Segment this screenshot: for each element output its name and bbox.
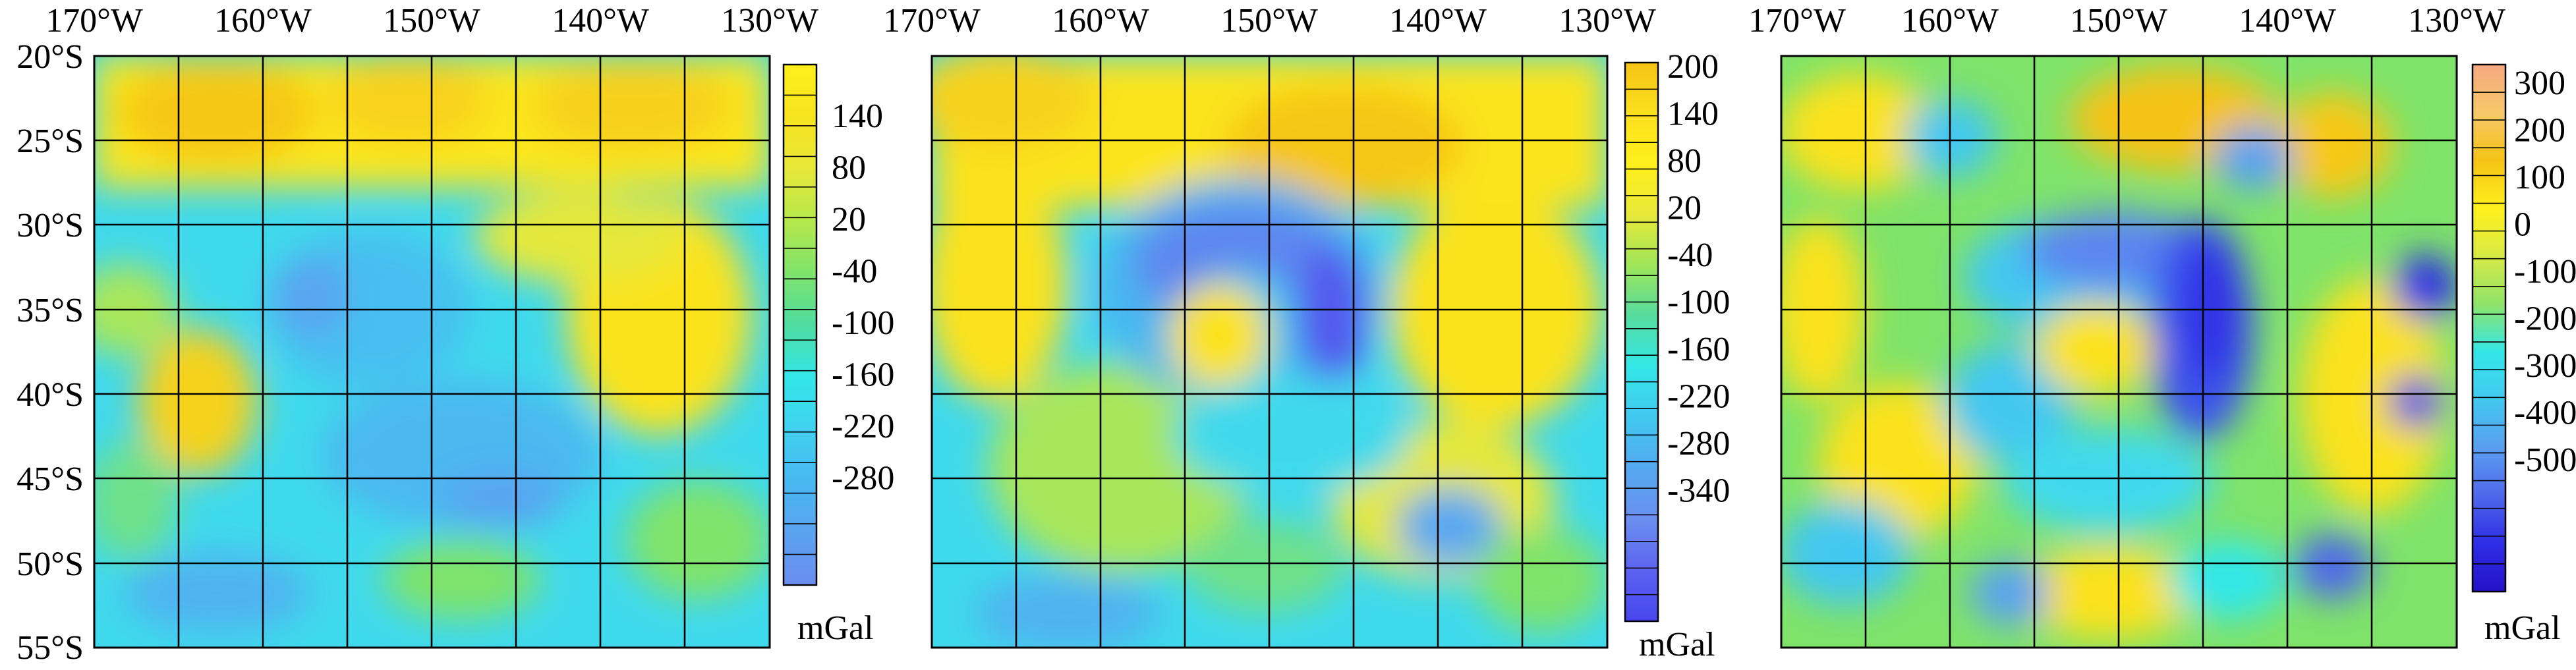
x-axis-labels-1: 170°W 160°W 150°W 140°W 130°W (45, 2, 818, 40)
x-tick-label: 170°W (1748, 2, 1846, 40)
y-tick-label: 35°S (16, 292, 84, 329)
y-tick-label: 25°S (16, 123, 84, 160)
colorbar-tick-label: -100 (2514, 253, 2576, 291)
x-tick-label: 140°W (2239, 2, 2336, 40)
x-tick-label: 140°W (1389, 2, 1487, 40)
x-axis-labels-3: 170°W 160°W 150°W 140°W 130°W (1748, 2, 2505, 40)
anomaly-field-1 (94, 56, 770, 648)
colorbar-tick-label: -200 (2514, 300, 2576, 338)
colorbar-tick-label: 140 (1667, 96, 1719, 133)
colorbar-3: 300 200 100 0 -100 -200 -300 -400 -500 mGal (2471, 63, 2576, 647)
colorbar-tick-label: -340 (1667, 472, 1730, 510)
colorbar-tick-label: 0 (2514, 206, 2531, 244)
x-tick-label: 150°W (1220, 2, 1318, 40)
grid-3 (1780, 55, 2458, 649)
colorbar-tick-label: 200 (2514, 112, 2565, 150)
x-tick-label: 170°W (883, 2, 981, 40)
colorbar-tick-label: -500 (2514, 441, 2576, 479)
y-tick-label: 50°S (16, 545, 84, 583)
colorbar-tick-label: -220 (1667, 378, 1730, 416)
colorbar-tick-label: 80 (832, 150, 866, 187)
colorbar-tick-label: 80 (1667, 142, 1702, 180)
colorbar-tick-label: 200 (1667, 48, 1719, 86)
colorbar-tick-label: -100 (1667, 284, 1730, 321)
y-tick-label: 55°S (16, 629, 84, 667)
colorbar-bar (2471, 63, 2507, 593)
map-panel-1: 170°W 160°W 150°W 140°W 130°W 20°S 25°S … (16, 2, 894, 667)
colorbar-unit-label: mGal (797, 609, 874, 647)
colorbar-unit-label: mGal (1639, 626, 1715, 663)
grid-2 (930, 55, 1609, 649)
colorbar-tick-label: 300 (2514, 65, 2565, 102)
colorbar-tick-label: -280 (1667, 425, 1730, 462)
anomaly-field-3 (1781, 56, 2457, 648)
colorbar-bar (782, 63, 818, 586)
colorbar-tick-label: -160 (832, 356, 894, 394)
colorbar-tick-label: 140 (832, 98, 883, 135)
colorbar-tick-label: -160 (1667, 331, 1730, 368)
colorbar-tick-label: -100 (832, 304, 894, 342)
colorbar-unit-label: mGal (2484, 609, 2561, 647)
map-panel-3: 170°W 160°W 150°W 140°W 130°W 300 200 100 0… (1748, 2, 2576, 649)
x-tick-label: 130°W (2408, 2, 2505, 40)
y-axis-labels-1: 20°S 25°S 30°S 35°S 40°S 45°S 50°S 55°S (16, 38, 84, 667)
colorbar-tick-label: -40 (1667, 237, 1713, 274)
x-tick-label: 130°W (1559, 2, 1656, 40)
y-tick-label: 45°S (16, 461, 84, 498)
y-tick-label: 30°S (16, 207, 84, 244)
colorbar-bar (1624, 61, 1659, 623)
colorbar-tick-label: 100 (2514, 159, 2565, 196)
colorbar-tick-label: -400 (2514, 395, 2576, 432)
colorbar-tick-label: 20 (1667, 190, 1702, 227)
x-tick-label: 170°W (45, 2, 143, 40)
x-tick-label: 130°W (721, 2, 818, 40)
x-tick-label: 160°W (1901, 2, 1999, 40)
colorbar-tick-label: -280 (832, 460, 894, 497)
x-tick-label: 140°W (552, 2, 649, 40)
colorbar-2: 200 140 80 20 -40 -100 -160 -220 -280 -340 mGal (1624, 48, 1730, 663)
x-axis-labels-2: 170°W 160°W 150°W 140°W 130°W (883, 2, 1656, 40)
y-tick-label: 20°S (16, 38, 84, 76)
anomaly-field-2 (932, 56, 1607, 648)
y-tick-label: 40°S (16, 376, 84, 414)
colorbar-tick-label: -40 (832, 253, 877, 291)
colorbar-tick-label: -300 (2514, 347, 2576, 385)
x-tick-label: 160°W (214, 2, 312, 40)
x-tick-label: 150°W (2070, 2, 2167, 40)
colorbar-tick-label: -220 (832, 408, 894, 445)
colorbar-1: 140 80 20 -40 -100 -160 -220 -280 mGal (782, 63, 894, 647)
x-tick-label: 160°W (1052, 2, 1149, 40)
map-panel-2: 170°W 160°W 150°W 140°W 130°W 2001408020… (883, 2, 1730, 663)
x-tick-label: 150°W (383, 2, 480, 40)
colorbar-tick-label: 20 (832, 201, 866, 238)
grid-1 (93, 55, 771, 649)
